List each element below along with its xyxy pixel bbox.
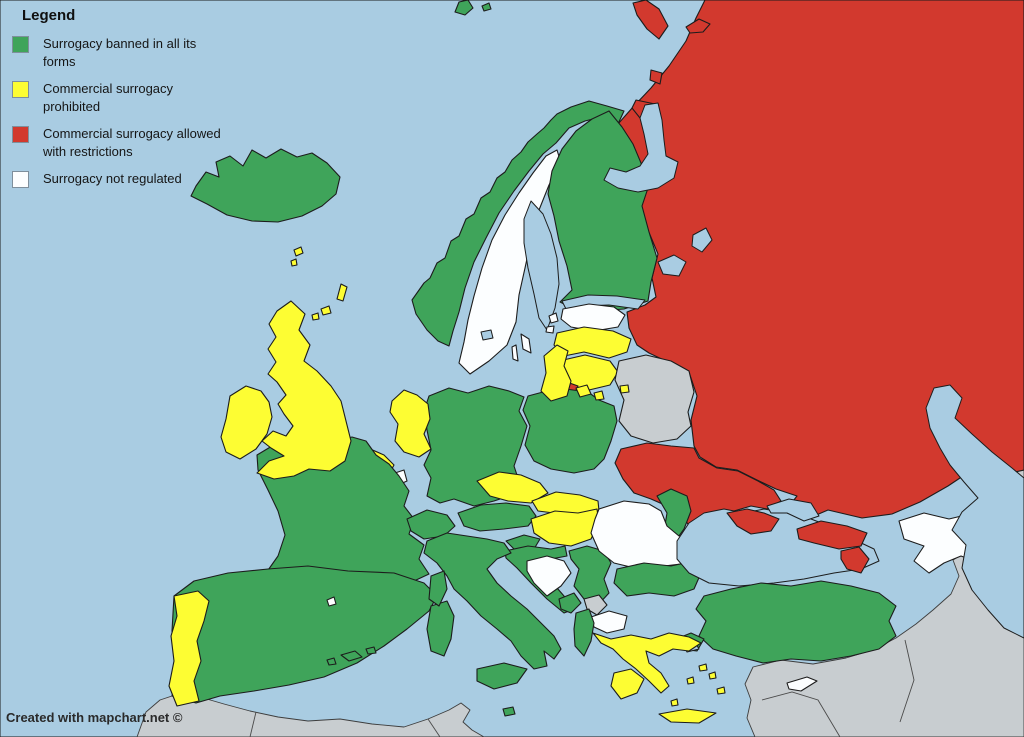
legend-swatch-commercial-prohibited — [12, 80, 29, 98]
legend-item-commercial-allowed: Commercial surrogacy allowed with restri… — [12, 125, 221, 162]
legend: Legend Surrogacy banned in all its forms… — [12, 7, 221, 196]
legend-swatch-not-regulated — [12, 170, 29, 188]
africa-internal-border — [249, 711, 257, 737]
country-norway-svalbard[interactable] — [454, 0, 474, 16]
country-norway[interactable] — [411, 100, 625, 347]
attribution: Created with mapchart.net © — [6, 710, 183, 725]
country-cyprus[interactable] — [786, 676, 818, 692]
country-albania[interactable] — [573, 608, 595, 657]
legend-label-banned: Surrogacy banned in all its forms — [43, 36, 197, 70]
country-netherlands[interactable] — [389, 389, 432, 458]
legend-swatch-banned — [12, 36, 29, 53]
country-ukraine[interactable] — [614, 442, 782, 527]
white-sea — [603, 102, 679, 193]
lake-onega — [691, 227, 713, 253]
middleeast-internal-border-2 — [899, 639, 915, 723]
country-ukraine-crimea[interactable] — [726, 508, 780, 535]
legend-title: Legend — [22, 7, 76, 24]
country-greece-island-5[interactable] — [670, 698, 679, 707]
country-denmark-faroe-2[interactable] — [290, 258, 298, 267]
country-russia-kolguyev[interactable] — [649, 69, 663, 85]
country-turkey[interactable] — [695, 580, 897, 664]
country-finland[interactable] — [547, 110, 658, 312]
swedish-lake — [480, 329, 494, 341]
country-greece-rhodes[interactable] — [716, 686, 726, 695]
country-uk-hebrides[interactable] — [311, 312, 320, 321]
country-greece[interactable] — [592, 632, 702, 694]
country-greece-peloponnese[interactable] — [610, 668, 645, 700]
legend-swatch-commercial-allowed — [12, 125, 29, 143]
country-north-macedonia[interactable] — [590, 610, 628, 634]
country-belarus[interactable] — [614, 354, 695, 444]
country-estonia-saaremaa[interactable] — [548, 312, 559, 324]
country-spain-ibiza[interactable] — [326, 657, 337, 666]
country-ireland[interactable] — [220, 385, 273, 460]
country-estonia[interactable] — [560, 303, 626, 332]
country-denmark-faroe[interactable] — [293, 246, 304, 257]
country-malta[interactable] — [502, 706, 516, 717]
country-united-kingdom[interactable] — [256, 300, 352, 480]
country-iceland[interactable] — [190, 148, 341, 223]
country-spain-menorca[interactable] — [365, 646, 377, 655]
country-italy-sardinia[interactable] — [426, 600, 455, 657]
middleeast-internal-border — [761, 691, 841, 737]
country-estonia-hiiumaa[interactable] — [545, 325, 555, 334]
country-denmark-bornholm[interactable] — [619, 384, 630, 394]
country-denmark-funen[interactable] — [575, 384, 592, 398]
legend-item-commercial-prohibited: Commercial surrogacy prohibited — [12, 80, 221, 117]
caspian-sea — [925, 384, 1024, 639]
country-denmark-zealand[interactable] — [593, 390, 605, 401]
legend-label-commercial-allowed: Commercial surrogacy allowed with restri… — [43, 125, 221, 160]
country-denmark[interactable] — [540, 344, 572, 402]
country-russia-island-ne[interactable] — [685, 18, 711, 34]
africa-internal-border-2 — [427, 718, 441, 737]
country-uk-shetland[interactable] — [336, 283, 348, 302]
country-france-corsica[interactable] — [428, 570, 448, 607]
lake-ladoga — [657, 254, 687, 277]
country-montenegro[interactable] — [558, 592, 582, 614]
legend-item-banned: Surrogacy banned in all its forms — [12, 35, 221, 72]
country-greece-island-3[interactable] — [686, 676, 695, 685]
country-italy[interactable] — [423, 532, 562, 670]
country-czechia[interactable] — [476, 471, 549, 504]
country-italy-sicily[interactable] — [476, 662, 528, 690]
country-sweden-gotland[interactable] — [520, 333, 532, 354]
country-poland[interactable] — [522, 387, 618, 474]
country-norway-svalbard-2[interactable] — [481, 2, 492, 12]
country-uk-orkney[interactable] — [320, 305, 332, 316]
country-portugal[interactable] — [168, 590, 210, 707]
country-russia-novaya-zemlya[interactable] — [632, 0, 669, 40]
country-sweden-oland[interactable] — [511, 344, 519, 362]
country-bosnia[interactable] — [526, 555, 572, 597]
legend-item-not-regulated: Surrogacy not regulated — [12, 170, 221, 188]
legend-label-not-regulated: Surrogacy not regulated — [43, 170, 182, 186]
country-switzerland[interactable] — [406, 509, 456, 540]
legend-label-commercial-prohibited: Commercial surrogacy prohibited — [43, 80, 174, 115]
country-georgia[interactable] — [796, 520, 868, 550]
country-greece-island-2[interactable] — [708, 671, 717, 680]
country-greece-crete[interactable] — [658, 708, 717, 724]
country-bulgaria[interactable] — [613, 560, 702, 597]
country-greece-island-1[interactable] — [698, 663, 708, 672]
sea-of-azov — [766, 498, 820, 522]
country-armenia[interactable] — [840, 546, 870, 574]
country-andorra[interactable] — [326, 596, 337, 607]
country-spain-mallorca[interactable] — [340, 650, 363, 662]
